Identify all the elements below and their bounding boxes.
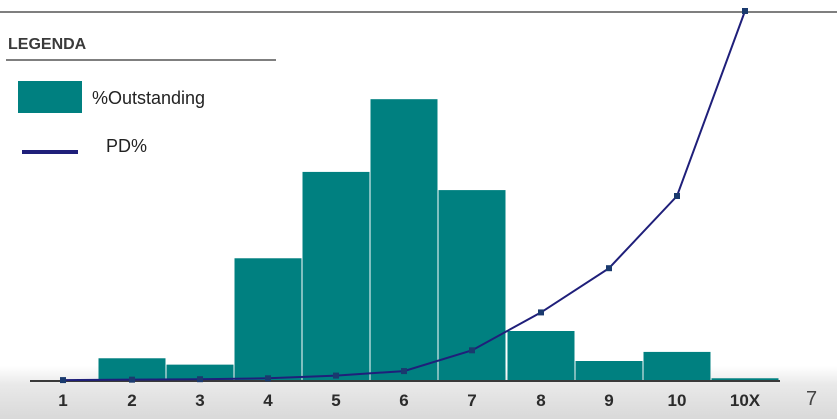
legend-title: LEGENDA <box>8 36 87 53</box>
pd-point-3 <box>197 376 203 383</box>
x-tick-8: 8 <box>536 391 545 410</box>
legend-bar-label: %Outstanding <box>92 88 206 108</box>
bar-2 <box>98 358 166 381</box>
bar-3 <box>166 364 234 381</box>
line-series-group <box>60 8 748 384</box>
x-tick-6: 6 <box>399 391 408 410</box>
pd-point-10X <box>742 8 748 14</box>
x-tick-2: 2 <box>127 391 136 410</box>
bar-5 <box>302 171 370 381</box>
top-rule <box>0 11 837 13</box>
bar-10 <box>643 351 711 381</box>
legend-line-swatch <box>22 150 78 154</box>
pd-point-6 <box>401 368 407 375</box>
legend-line-label: PD% <box>106 136 148 156</box>
pd-point-7 <box>469 347 475 354</box>
bar-9 <box>575 361 643 381</box>
pd-point-8 <box>538 309 544 316</box>
bar-8 <box>507 331 575 381</box>
pd-point-2 <box>129 376 135 383</box>
bar-10X <box>711 378 779 381</box>
pd-point-10 <box>674 193 680 199</box>
x-tick-3: 3 <box>195 391 204 410</box>
bars-group <box>98 99 779 381</box>
pd-point-5 <box>333 372 339 379</box>
legend-bar-swatch <box>18 81 82 113</box>
x-tick-labels: 1 2 3 4 5 6 7 8 9 10 10X <box>58 391 761 410</box>
bar-6 <box>370 99 438 381</box>
x-tick-10X: 10X <box>730 391 761 410</box>
x-tick-5: 5 <box>331 391 340 410</box>
bar-4 <box>234 258 302 381</box>
x-tick-4: 4 <box>263 391 273 410</box>
legend-underline <box>6 59 276 61</box>
pd-point-1 <box>60 377 66 384</box>
page-number: 7 <box>806 388 818 410</box>
x-tick-7: 7 <box>467 391 476 410</box>
x-tick-1: 1 <box>58 391 67 410</box>
pd-point-4 <box>265 375 271 382</box>
x-tick-10: 10 <box>668 391 687 410</box>
x-tick-9: 9 <box>604 391 613 410</box>
pd-point-9 <box>606 265 612 272</box>
